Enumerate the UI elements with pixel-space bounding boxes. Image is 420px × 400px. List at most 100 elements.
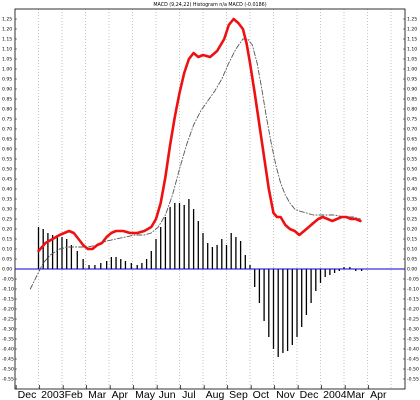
y-tick-label: 1.10 xyxy=(407,47,417,53)
y-tick-label: 0.70 xyxy=(407,127,417,133)
y-tick-label: 0.55 xyxy=(2,157,12,163)
histogram xyxy=(37,199,363,357)
y-tick-label: 0.40 xyxy=(407,187,417,193)
y-tick-label: 0.85 xyxy=(407,97,417,103)
y-axis-right: -0.55 -0.50 -0.45 -0.40 -0.35 -0.30 -0.25 -0.20… xyxy=(403,17,419,383)
x-tick-label: Feb xyxy=(65,389,83,400)
y-axis-left: -0.55 -0.50 -0.45 -0.40 -0.35 -0.30 -0.25 -0.20… xyxy=(2,17,17,383)
y-tick-label: -0.25 xyxy=(2,317,14,323)
y-tick-label: 0.25 xyxy=(407,217,417,223)
y-tick-label: 0.00 xyxy=(2,267,12,273)
y-tick-label: 0.95 xyxy=(407,77,417,83)
y-tick-label: -0.10 xyxy=(407,287,419,293)
signal-line xyxy=(29,38,361,290)
y-tick-label: -0.40 xyxy=(2,347,14,353)
y-tick-label: -0.05 xyxy=(2,277,14,283)
y-tick-label: 0.40 xyxy=(2,187,12,193)
series-lines xyxy=(29,17,362,290)
x-tick-label: Sep xyxy=(229,389,248,400)
x-axis: Dec 2003 Feb Mar Apr May Jun Jul Aug Sep Oct Nov Dec… xyxy=(15,385,387,400)
y-tick-label: 0.50 xyxy=(2,167,12,173)
y-tick-label: 0.95 xyxy=(2,77,12,83)
x-tick-label: Jul xyxy=(182,389,195,400)
y-tick-label: 0.00 xyxy=(407,267,417,273)
x-tick-label: Dec xyxy=(300,389,319,400)
y-tick-label: -0.40 xyxy=(407,347,419,353)
y-tick-label: -0.15 xyxy=(2,297,14,303)
y-tick-label: 0.60 xyxy=(2,147,12,153)
y-tick-label: 0.30 xyxy=(2,207,12,213)
vertical-gridlines xyxy=(38,9,392,389)
y-tick-label: 0.80 xyxy=(407,107,417,113)
y-tick-label: -0.35 xyxy=(407,337,419,343)
y-tick-label: -0.20 xyxy=(2,307,14,313)
x-tick-label: Apr xyxy=(112,389,129,400)
y-tick-label: 0.45 xyxy=(2,177,12,183)
y-tick-label: 0.05 xyxy=(407,257,417,263)
y-tick-label: 1.00 xyxy=(2,67,12,73)
y-tick-label: -0.55 xyxy=(407,377,419,383)
x-tick-label: Aug xyxy=(206,389,225,400)
y-tick-label: 1.20 xyxy=(2,27,12,33)
y-tick-label: 0.45 xyxy=(407,177,417,183)
y-tick-label: -0.50 xyxy=(407,367,419,373)
y-tick-label: -0.25 xyxy=(407,317,419,323)
x-tick-label: 2004 xyxy=(323,389,347,400)
macd-line xyxy=(37,17,362,253)
y-tick-label: 0.85 xyxy=(2,97,12,103)
y-tick-label: 1.00 xyxy=(407,67,417,73)
y-tick-label: 1.15 xyxy=(2,37,12,43)
y-tick-label: 0.35 xyxy=(2,197,12,203)
chart-title: MACD (9,24,22) Histogram n/a MACD (-0.01… xyxy=(153,2,266,8)
y-tick-label: 0.35 xyxy=(407,197,417,203)
y-tick-label: -0.50 xyxy=(2,367,14,373)
y-tick-label: 0.55 xyxy=(407,157,417,163)
y-tick-label: 0.30 xyxy=(407,207,417,213)
y-tick-label: -0.35 xyxy=(2,337,14,343)
y-tick-label: 0.25 xyxy=(2,217,12,223)
x-tick-label: May xyxy=(135,389,156,400)
y-tick-label: 0.75 xyxy=(2,117,12,123)
y-tick-label: 0.10 xyxy=(2,247,12,253)
y-tick-label: 1.25 xyxy=(2,17,12,23)
x-tick-label: Mar xyxy=(88,389,107,400)
y-tick-label: -0.45 xyxy=(2,357,14,363)
y-tick-label: -0.55 xyxy=(2,377,14,383)
y-tick-label: 1.25 xyxy=(407,17,417,23)
x-tick-label: Apr xyxy=(370,389,387,400)
x-tick-label: Jun xyxy=(159,389,176,400)
y-tick-label: 0.80 xyxy=(2,107,12,113)
y-tick-label: 0.60 xyxy=(407,147,417,153)
y-tick-label: 1.20 xyxy=(407,27,417,33)
y-tick-label: 0.50 xyxy=(407,167,417,173)
y-tick-label: -0.30 xyxy=(2,327,14,333)
y-tick-label: 1.15 xyxy=(407,37,417,43)
y-tick-label: -0.10 xyxy=(2,287,14,293)
y-tick-label: 0.75 xyxy=(407,117,417,123)
y-tick-label: -0.05 xyxy=(407,277,419,283)
x-tick-label: Oct xyxy=(253,389,269,400)
plot-frame xyxy=(14,8,406,390)
y-tick-label: 0.65 xyxy=(2,137,12,143)
y-tick-label: 0.20 xyxy=(407,227,417,233)
y-tick-label: -0.15 xyxy=(407,297,419,303)
y-tick-label: 0.65 xyxy=(407,137,417,143)
y-tick-label: 1.05 xyxy=(2,57,12,63)
y-tick-label: 0.05 xyxy=(2,257,12,263)
y-tick-label: 0.90 xyxy=(407,87,417,93)
y-tick-label: -0.20 xyxy=(407,307,419,313)
x-tick-label: Dec xyxy=(18,389,37,400)
x-tick-label: Nov xyxy=(276,389,295,400)
plot-border xyxy=(14,8,406,390)
y-tick-label: 1.10 xyxy=(2,47,12,53)
y-tick-label: 0.15 xyxy=(407,237,417,243)
y-tick-label: -0.45 xyxy=(407,357,419,363)
y-tick-label: 1.05 xyxy=(407,57,417,63)
x-tick-label: 2003 xyxy=(41,389,65,400)
y-tick-label: 0.15 xyxy=(2,237,12,243)
y-tick-label: -0.30 xyxy=(407,327,419,333)
y-tick-label: 0.10 xyxy=(407,247,417,253)
y-tick-label: 0.90 xyxy=(2,87,12,93)
y-tick-label: 0.20 xyxy=(2,227,12,233)
